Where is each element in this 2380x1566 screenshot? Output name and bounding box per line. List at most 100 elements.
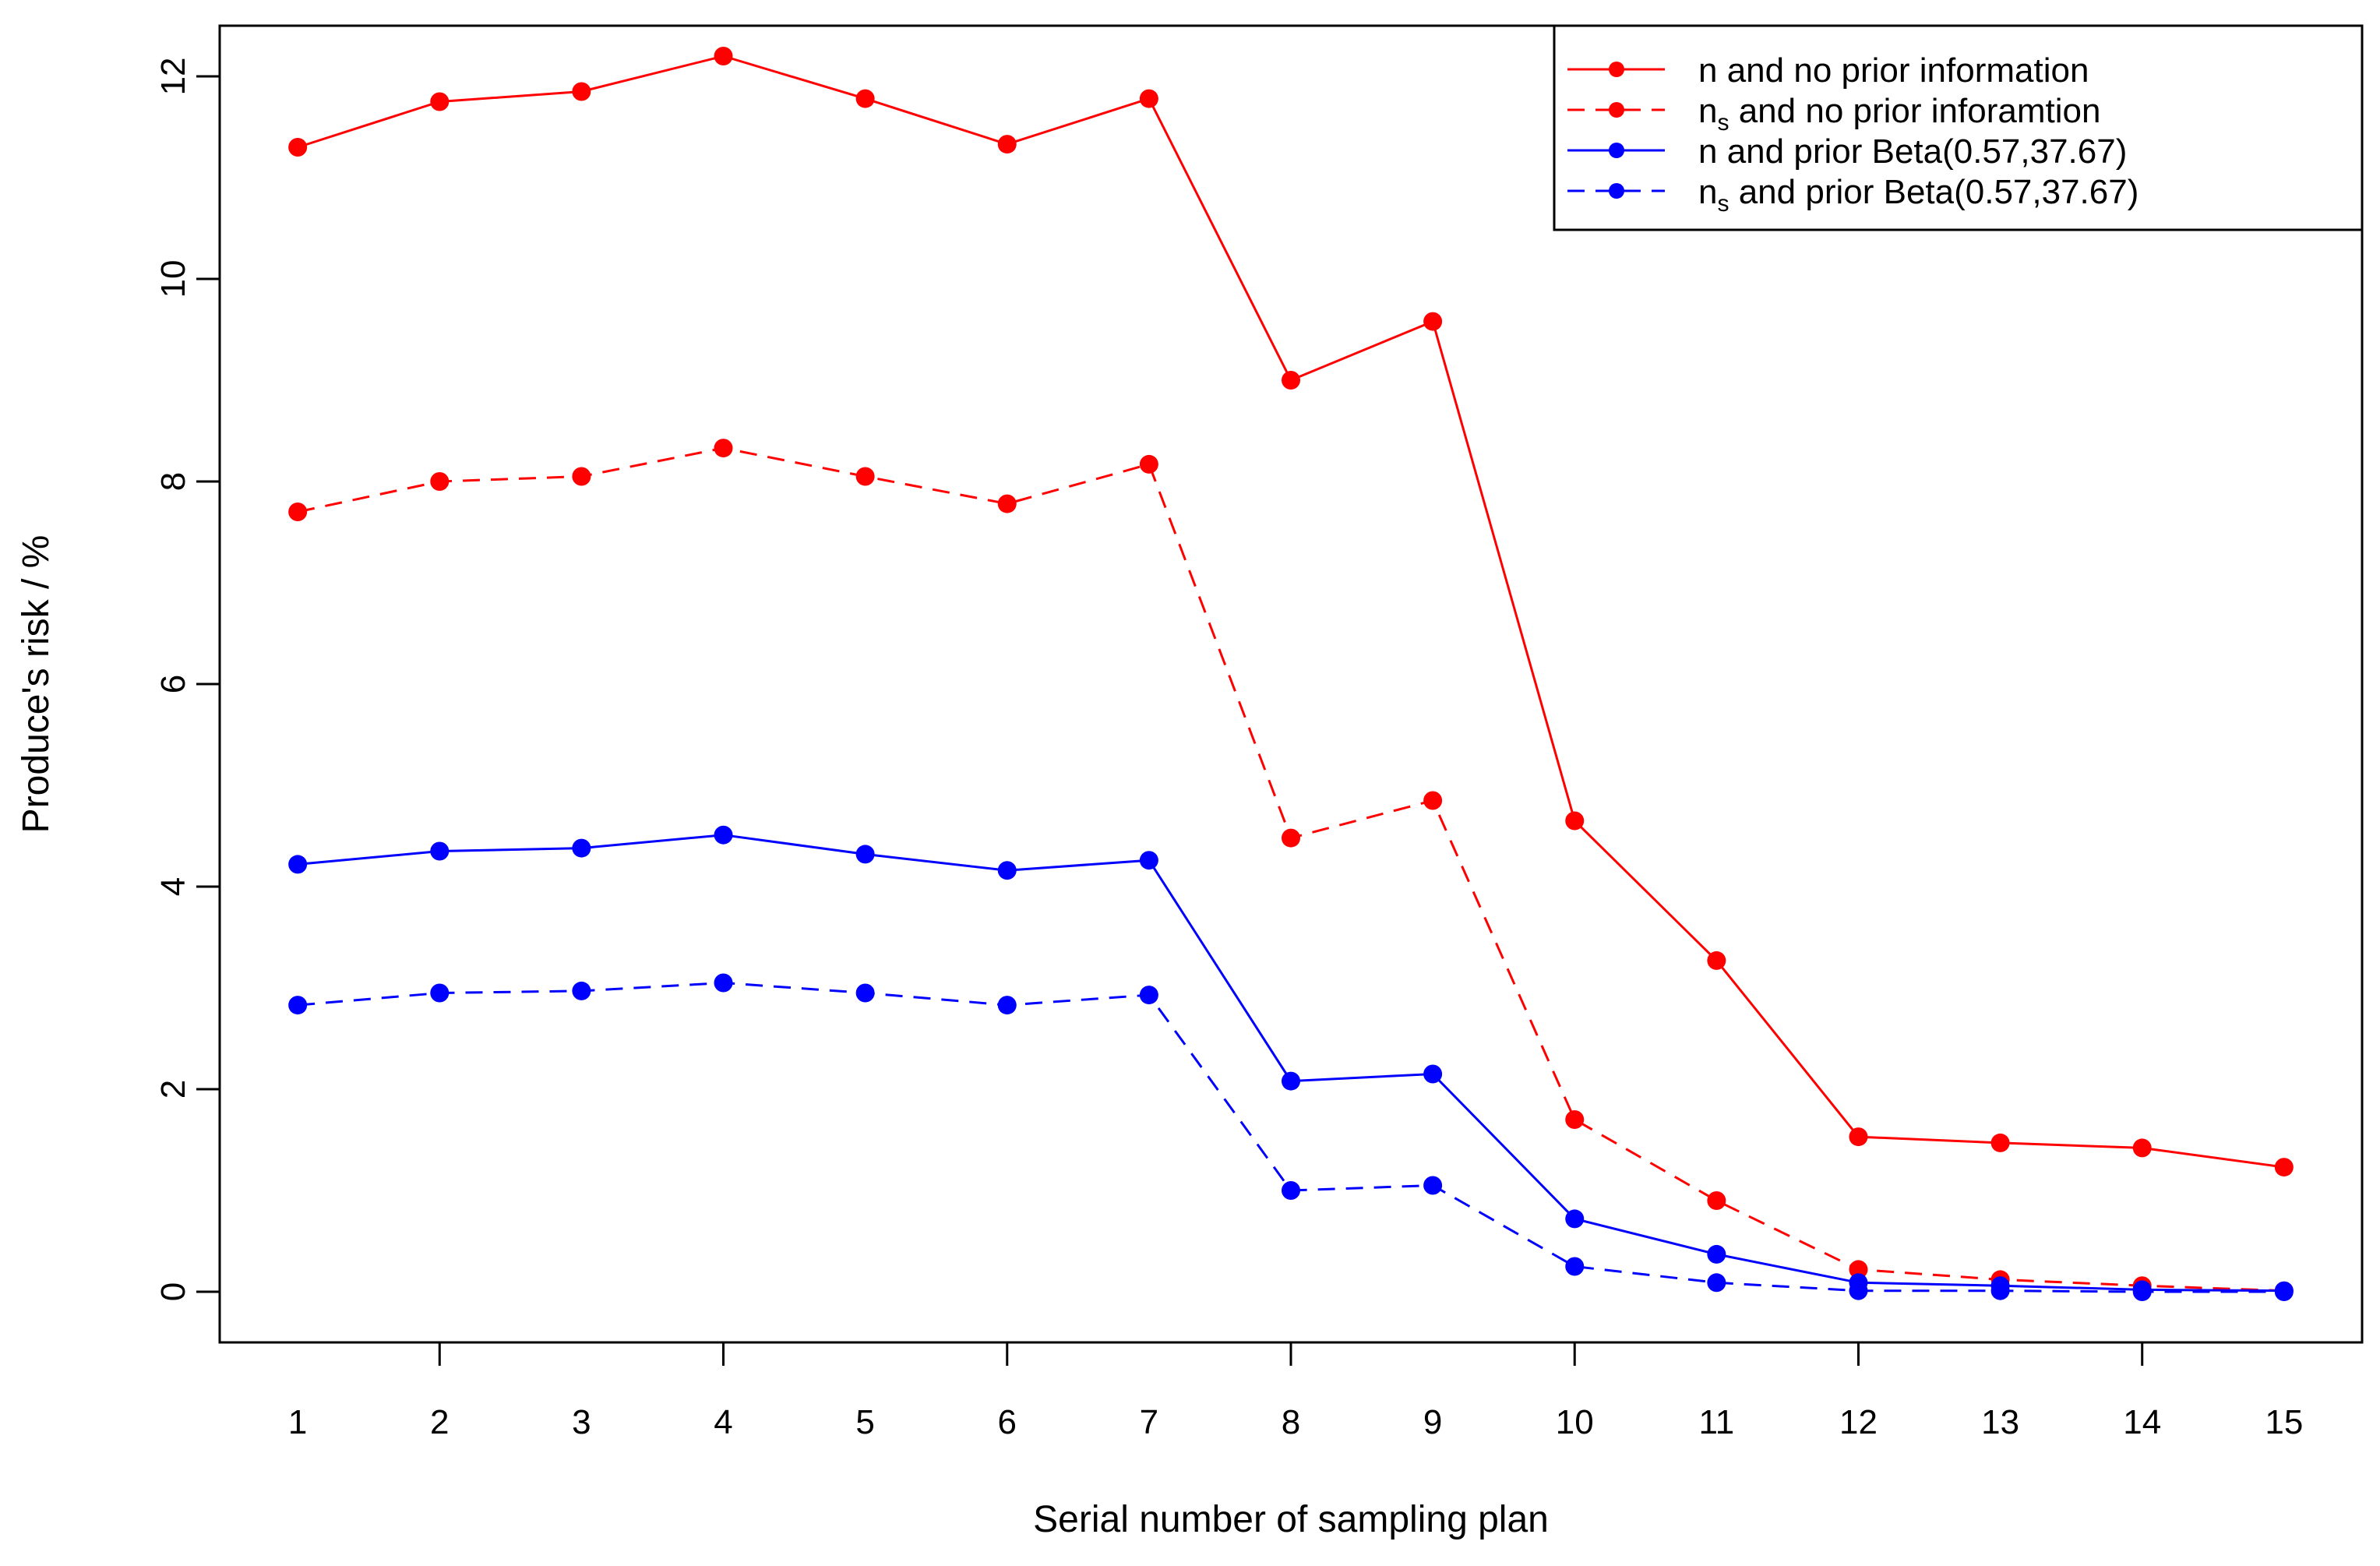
data-point — [288, 996, 308, 1015]
y-tick-label: 2 — [154, 1080, 192, 1099]
y-axis-title: Produce's risk / % — [16, 535, 57, 834]
data-point — [288, 503, 308, 521]
data-point — [288, 138, 308, 157]
legend-label-main: n — [1698, 173, 1717, 211]
x-tick-label: 11 — [1699, 1403, 1735, 1441]
data-point — [1849, 1281, 1868, 1300]
data-point — [2132, 1282, 2152, 1301]
data-point — [714, 973, 733, 993]
data-point — [1139, 454, 1158, 474]
legend-item: ns and no prior inforamtion — [1567, 92, 2100, 136]
data-point — [1707, 1191, 1726, 1210]
legend-box — [1553, 24, 2364, 231]
legend-label-rest: and no prior inforamtion — [1729, 92, 2100, 130]
data-point — [572, 467, 591, 486]
data-point — [1849, 1127, 1868, 1147]
legend-swatch-marker — [1609, 62, 1624, 77]
data-point — [997, 494, 1017, 513]
legend-label: ns and no prior inforamtion — [1698, 92, 2100, 136]
x-tick-label: 13 — [1981, 1403, 2019, 1441]
data-point — [1423, 312, 1443, 331]
data-point — [855, 845, 875, 864]
data-point — [1282, 1181, 1300, 1200]
legend-label: n and no prior information — [1698, 51, 2089, 90]
y-axis: 0 2 4 6 8 10 12 — [154, 58, 220, 1301]
data-point — [997, 135, 1017, 154]
data-point — [430, 92, 450, 111]
data-point — [1423, 791, 1443, 810]
y-tick-label: 12 — [154, 58, 192, 96]
data-point — [714, 825, 733, 845]
legend-item: ns and prior Beta(0.57,37.67) — [1567, 173, 2138, 217]
series-1 — [288, 47, 2294, 1177]
data-point — [572, 838, 591, 858]
data-point — [1849, 1260, 1868, 1279]
data-point — [2274, 1282, 2294, 1301]
data-point — [1282, 1071, 1300, 1091]
series-4 — [288, 973, 2294, 1301]
x-tick-label: 4 — [714, 1403, 732, 1441]
series-layer — [288, 47, 2294, 1301]
y-tick-label: 10 — [154, 260, 192, 298]
data-point — [2274, 1158, 2294, 1177]
x-tick-label: 5 — [855, 1403, 874, 1441]
data-point — [997, 861, 1017, 880]
x-tick-label: 10 — [1556, 1403, 1594, 1441]
x-tick-label: 9 — [1423, 1403, 1442, 1441]
data-point — [1990, 1281, 2010, 1300]
data-point — [1707, 951, 1726, 970]
data-point — [1139, 851, 1158, 870]
data-point — [1707, 1273, 1726, 1293]
legend-label-rest: and prior Beta(0.57,37.67) — [1729, 173, 2138, 211]
data-point — [714, 47, 733, 65]
data-point — [1139, 986, 1158, 1005]
y-tick-label: 8 — [154, 472, 192, 491]
data-point — [997, 996, 1017, 1015]
data-point — [288, 855, 308, 874]
legend-label: ns and prior Beta(0.57,37.67) — [1698, 173, 2138, 217]
legend-item: n and prior Beta(0.57,37.67) — [1567, 132, 2127, 171]
data-point — [1565, 1209, 1585, 1229]
x-tick-label: 7 — [1140, 1403, 1158, 1441]
legend-label-main: n — [1698, 51, 1717, 90]
data-point — [1139, 89, 1158, 108]
y-tick-label: 6 — [154, 675, 192, 693]
data-point — [1990, 1133, 2010, 1152]
data-point — [430, 983, 450, 1003]
x-axis: 1 2 3 4 5 6 7 8 9 10 11 12 13 14 15 — [288, 1342, 2303, 1441]
data-point — [430, 841, 450, 861]
data-point — [1565, 1257, 1585, 1276]
x-tick-label: 1 — [288, 1403, 307, 1441]
data-point — [2132, 1138, 2152, 1158]
legend-label: n and prior Beta(0.57,37.67) — [1698, 132, 2127, 171]
legend-swatch-marker — [1609, 143, 1624, 158]
data-point — [1423, 1064, 1443, 1084]
x-tick-label: 6 — [998, 1403, 1017, 1441]
data-point — [1282, 828, 1300, 848]
legend-label-rest: and no prior information — [1717, 51, 2089, 90]
data-point — [430, 472, 450, 491]
legend-swatch-marker — [1609, 102, 1624, 118]
data-point — [572, 981, 591, 1000]
data-point — [855, 467, 875, 486]
x-tick-label: 2 — [430, 1403, 449, 1441]
legend-item: n and no prior information — [1567, 51, 2089, 90]
data-point — [855, 983, 875, 1003]
data-point — [1282, 371, 1300, 390]
data-point — [1565, 811, 1585, 831]
data-point — [1565, 1110, 1585, 1129]
x-tick-label: 12 — [1839, 1403, 1878, 1441]
x-tick-label: 15 — [2265, 1403, 2303, 1441]
x-axis-title: Serial number of sampling plan — [1033, 1499, 1549, 1540]
legend-label-main: n — [1698, 132, 1717, 171]
x-tick-label: 8 — [1282, 1403, 1300, 1441]
legend-label-subscript: s — [1717, 191, 1729, 217]
data-point — [1423, 1176, 1443, 1195]
data-point — [714, 439, 733, 458]
legend-label-rest: and prior Beta(0.57,37.67) — [1717, 132, 2127, 171]
y-tick-label: 4 — [154, 877, 192, 896]
data-point — [855, 89, 875, 108]
